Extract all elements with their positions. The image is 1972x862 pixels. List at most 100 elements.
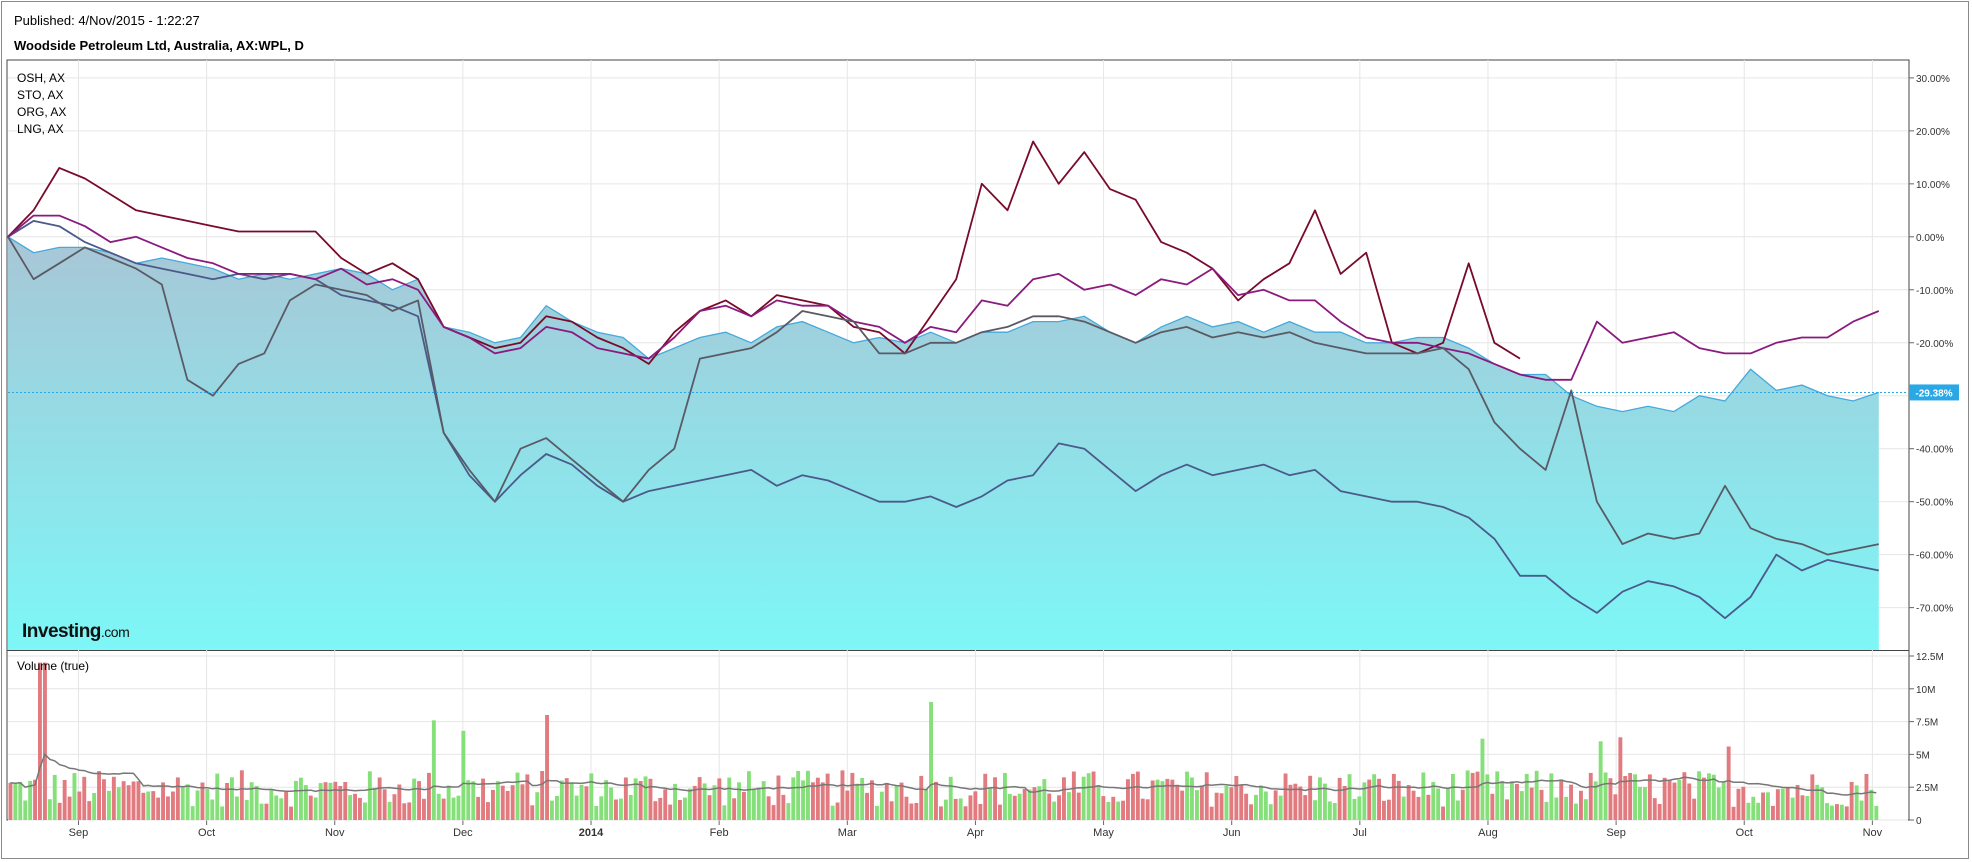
volume-bar: [500, 785, 505, 820]
volume-bar: [668, 804, 673, 820]
volume-bar: [274, 795, 279, 820]
volume-bar: [92, 793, 97, 820]
volume-bar: [230, 777, 234, 820]
volume-bar: [1391, 773, 1396, 820]
volume-bar: [8, 782, 13, 820]
volume-bar: [1657, 804, 1662, 820]
x-tick-label: Feb: [710, 827, 729, 839]
volume-bar: [279, 798, 284, 820]
volume-bar: [619, 798, 623, 820]
volume-bar: [835, 802, 840, 820]
volume-bar: [1199, 785, 1204, 820]
volume-bar: [1239, 784, 1244, 820]
volume-bar: [574, 795, 579, 820]
volume-bar: [1145, 799, 1150, 820]
volume-bar: [663, 789, 668, 820]
volume-bar: [609, 787, 613, 820]
volume-bar: [1638, 786, 1642, 820]
volume-bar: [929, 701, 933, 820]
volume-bar: [791, 777, 796, 820]
volume-bar: [1367, 779, 1372, 820]
volume-bar: [1278, 795, 1283, 820]
volume-bar: [1180, 790, 1185, 820]
volume-bar: [1869, 789, 1874, 820]
legend-item-osh[interactable]: OSH, AX: [17, 71, 66, 85]
volume-bar: [1736, 788, 1741, 820]
volume-bar: [126, 785, 131, 820]
volume-bar: [1396, 780, 1401, 820]
volume-bar: [1485, 774, 1490, 820]
volume-bar: [1761, 792, 1765, 820]
volume-bar: [62, 780, 67, 820]
volume-bar: [1007, 793, 1012, 820]
volume-bar: [535, 792, 540, 820]
volume-bar: [151, 791, 156, 820]
volume-bar: [254, 785, 259, 820]
volume-bar: [855, 783, 860, 820]
volume-bar: [742, 791, 746, 820]
volume-bar: [175, 777, 180, 820]
volume-bar: [1116, 801, 1121, 820]
volume-bar: [397, 784, 402, 820]
legend-item-sto[interactable]: STO, AX: [17, 88, 64, 102]
volume-bar: [1032, 787, 1037, 820]
volume-bar: [57, 802, 62, 820]
volume-bar: [1131, 773, 1135, 820]
volume-bar: [1460, 789, 1465, 820]
volume-bar: [308, 795, 313, 820]
volume-bar: [1436, 788, 1441, 820]
volume-bar: [712, 785, 717, 820]
volume-bar: [1544, 801, 1549, 820]
volume-bar: [1726, 746, 1731, 820]
volume-bar: [299, 777, 303, 820]
y-tick-label: -50.00%: [1916, 498, 1953, 509]
volume-bar: [806, 770, 810, 820]
volume-bar: [1071, 771, 1076, 820]
volume-bar: [732, 798, 737, 820]
legend-item-lng[interactable]: LNG, AX: [17, 122, 64, 136]
volume-bar: [289, 806, 293, 820]
volume-bar: [1387, 799, 1391, 820]
y-tick-label: 10.00%: [1916, 180, 1950, 191]
vol-y-tick-label: 0: [1916, 816, 1922, 827]
volume-bar: [1086, 773, 1091, 820]
published-timestamp: Published: 4/Nov/2015 - 1:22:27: [14, 13, 200, 28]
volume-bar: [1795, 785, 1800, 820]
volume-bar: [333, 781, 338, 820]
series-line-wpl: [7, 236, 1880, 413]
volume-bar: [687, 788, 692, 820]
volume-bar: [1219, 793, 1224, 820]
volume-bar: [1510, 781, 1514, 820]
volume-bar: [23, 800, 28, 820]
volume-bar: [1588, 772, 1593, 820]
volume-bar: [1800, 795, 1805, 820]
volume-bar: [899, 782, 904, 820]
volume-bar: [1603, 772, 1608, 820]
volume-bar: [510, 785, 515, 820]
volume-bar: [141, 792, 146, 820]
volume-bar: [934, 781, 938, 820]
volume-bar: [1140, 798, 1145, 820]
volume-bar: [402, 803, 407, 820]
volume-bar: [1185, 771, 1189, 820]
y-tick-label: 30.00%: [1916, 74, 1950, 85]
legend-item-org[interactable]: ORG, AX: [17, 105, 67, 119]
y-tick-label: -40.00%: [1916, 445, 1953, 456]
volume-bar: [1175, 784, 1180, 820]
volume-bar: [968, 795, 973, 820]
vol-y-tick-label: 7.5M: [1916, 718, 1938, 729]
volume-bar: [1721, 781, 1726, 820]
volume-bar: [43, 662, 47, 820]
volume-bar: [1549, 773, 1554, 820]
volume-bar: [653, 801, 658, 820]
volume-bar: [1431, 782, 1436, 820]
volume-bar: [1844, 806, 1849, 820]
volume-bar: [1559, 779, 1564, 820]
volume-bar: [52, 774, 57, 820]
volume-bar: [830, 805, 835, 820]
volume-bar: [436, 793, 441, 820]
y-tick-label: 20.00%: [1916, 127, 1950, 138]
volume-bar: [1790, 797, 1795, 820]
volume-bar: [1401, 796, 1406, 820]
